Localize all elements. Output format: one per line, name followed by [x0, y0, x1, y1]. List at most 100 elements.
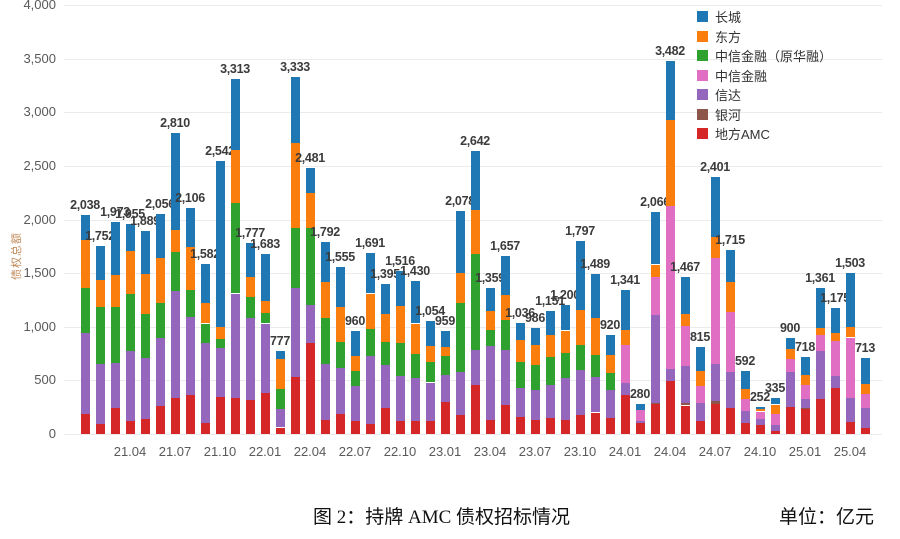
- bar-segment-citic-huarong-22.06: [335, 342, 345, 368]
- bar-total-label-22.01: 1,683: [250, 236, 280, 251]
- bar-total-label-22.11: 1,430: [400, 263, 430, 278]
- gridline: [64, 112, 882, 114]
- bar-segment-changcheng-22.01: [260, 253, 270, 301]
- bar-segment-local-amc-24.01: [620, 395, 630, 434]
- legend-label-dongfang: 东方: [715, 29, 742, 45]
- bar-segment-dongfang-23.07: [530, 345, 540, 366]
- unit-label: 单位：亿元: [778, 507, 874, 528]
- bar-segment-xinda-21.01: [80, 332, 90, 414]
- x-tick-label-22.10: 22.10: [383, 444, 417, 459]
- bar-segment-changcheng-24.01: [620, 290, 630, 330]
- bar-total-label-23.11: 1,489: [580, 257, 610, 272]
- bar-segment-citic-huarong-23.02: [455, 303, 465, 372]
- bar-segment-citic-24.02: [635, 410, 645, 421]
- bar-segment-dongfang-21.04: [125, 251, 135, 294]
- bar-segment-citic-25.01: [800, 384, 810, 399]
- bar-segment-xinda-23.03: [470, 350, 480, 386]
- bar-segment-local-amc-23.11: [590, 412, 600, 434]
- bar-segment-citic-huarong-23.03: [470, 253, 480, 351]
- bar-segment-local-amc-24.08: [725, 407, 735, 434]
- bar-segment-citic-huarong-21.04: [125, 294, 135, 351]
- bar-segment-xinda-25.01: [800, 398, 810, 408]
- bar-segment-local-amc-22.07: [350, 421, 360, 434]
- x-tick-label-22.07: 22.07: [338, 444, 372, 459]
- bar-total-label-21.04: 1,955: [115, 207, 145, 222]
- bar-segment-dongfang-25.01: [800, 375, 810, 385]
- bar-total-label-23.12: 920: [600, 318, 620, 333]
- x-tick-label-24.01: 24.01: [608, 444, 642, 459]
- bar-segment-changcheng-22.06: [335, 267, 345, 307]
- bar-segment-local-amc-25.03: [830, 387, 840, 434]
- bar-segment-local-amc-23.06: [515, 416, 525, 434]
- bar-segment-local-amc-21.09: [200, 423, 210, 434]
- bar-segment-local-amc-24.03: [650, 404, 660, 434]
- bar-segment-dongfang-22.06: [335, 306, 345, 343]
- bar-segment-local-amc-22.11: [410, 421, 420, 434]
- bar-segment-local-amc-24.02: [635, 423, 645, 434]
- bar-segment-changcheng-23.02: [455, 211, 465, 274]
- bar-segment-citic-huarong-22.02: [275, 389, 285, 410]
- bar-segment-dongfang-22.07: [350, 355, 360, 371]
- bar-total-label-21.07: 2,810: [160, 115, 190, 130]
- bar-segment-citic-huarong-23.08: [545, 357, 555, 386]
- bar-total-label-21.11: 3,313: [220, 61, 250, 76]
- bar-segment-local-amc-25.04: [845, 422, 855, 434]
- bar-segment-local-amc-23.05: [500, 405, 510, 434]
- bar-segment-local-amc-24.07: [710, 404, 720, 434]
- bar-segment-local-amc-24.10: [755, 425, 765, 434]
- bar-total-label-24.02: 280: [630, 387, 650, 401]
- bar-segment-local-amc-22.06: [335, 414, 345, 434]
- bar-total-label-24.08: 1,715: [715, 233, 745, 248]
- bar-segment-citic-24.05: [680, 326, 690, 367]
- bar-segment-xinda-24.05: [680, 366, 690, 404]
- bar-segment-changcheng-21.07: [170, 132, 180, 230]
- bar-segment-citic-24.07: [710, 257, 720, 364]
- bar-segment-changcheng-23.10: [575, 241, 585, 311]
- bar-segment-changcheng-22.11: [410, 280, 420, 324]
- bar-segment-xinda-24.08: [725, 372, 735, 408]
- bar-segment-citic-huarong-21.07: [170, 251, 180, 291]
- bar-segment-xinda-22.10: [395, 375, 405, 422]
- legend-swatch-local-amc: [697, 128, 708, 140]
- bar-segment-xinda-21.03: [110, 362, 120, 409]
- bar-segment-changcheng-24.02: [635, 404, 645, 411]
- bar-total-label-21.08: 2,106: [175, 191, 205, 206]
- x-tick-label-24.07: 24.07: [698, 444, 732, 459]
- bar-segment-citic-huarong-22.01: [260, 313, 270, 324]
- bar-segment-local-amc-23.10: [575, 415, 585, 434]
- bar-segment-citic-25.05: [860, 394, 870, 409]
- x-tick-label-23.10: 23.10: [563, 444, 597, 459]
- bar-segment-xinda-24.02: [635, 420, 645, 424]
- x-tick-label-23.04: 23.04: [473, 444, 507, 459]
- legend-item-yinhe: 银河: [697, 105, 832, 125]
- bar-segment-citic-huarong-21.02: [95, 307, 105, 364]
- bar-segment-citic-huarong-21.08: [185, 290, 195, 318]
- bar-total-label-22.12: 1,054: [415, 304, 445, 318]
- bar-segment-changcheng-25.05: [860, 357, 870, 385]
- legend-label-citic-huarong: 中信金融（原华融）: [715, 49, 833, 65]
- bar-segment-dongfang-22.05: [320, 282, 330, 318]
- bar-segment-citic-24.04: [665, 205, 675, 369]
- bar-segment-local-amc-23.02: [455, 414, 465, 434]
- legend-swatch-citic-huarong: [697, 50, 708, 62]
- bar-segment-dongfang-22.12: [425, 346, 435, 363]
- bar-segment-citic-huarong-23.09: [560, 352, 570, 379]
- bar-segment-local-amc-22.10: [395, 421, 405, 434]
- x-tick-label-23.01: 23.01: [428, 444, 462, 459]
- bar-segment-dongfang-21.03: [110, 275, 120, 308]
- legend-item-changcheng: 长城: [697, 7, 832, 27]
- bar-segment-local-amc-24.05: [680, 405, 690, 434]
- bar-total-label-21.03: 1,973: [100, 205, 130, 220]
- bar-total-label-23.05: 1,657: [490, 239, 520, 254]
- bar-total-label-25.05: 713: [855, 340, 875, 355]
- bar-segment-changcheng-23.12: [605, 335, 615, 356]
- bar-segment-dongfang-23.03: [470, 210, 480, 254]
- bar-segment-changcheng-23.04: [485, 288, 495, 311]
- bar-segment-xinda-24.03: [650, 315, 660, 403]
- bar-segment-xinda-22.12: [425, 382, 435, 422]
- bar-segment-xinda-21.02: [95, 363, 105, 424]
- bar-segment-dongfang-23.11: [590, 317, 600, 355]
- bar-segment-local-amc-21.10: [215, 397, 225, 434]
- bar-segment-xinda-24.01: [620, 383, 630, 396]
- bar-segment-changcheng-24.09: [740, 370, 750, 389]
